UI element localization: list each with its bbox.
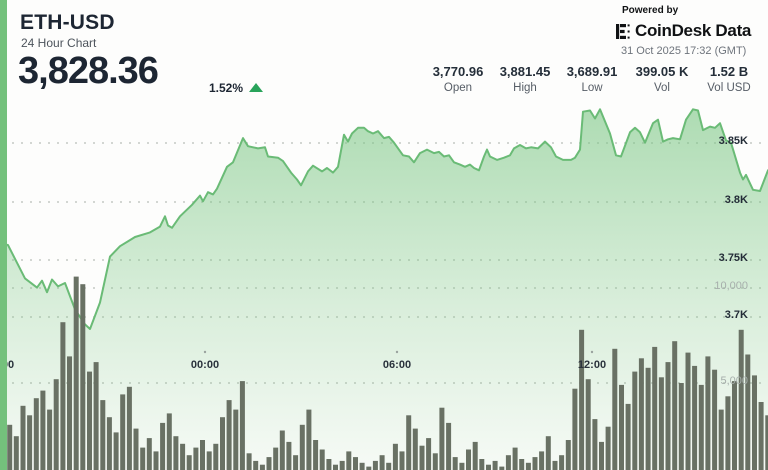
stat-low-label: Low [581, 82, 603, 94]
stat-vol-usd-label: Vol USD [707, 82, 751, 94]
stat-open-label: Open [443, 82, 473, 94]
stat-vol-usd: 1.52 B Vol USD [707, 64, 750, 94]
stat-high: 3,881.45 High [500, 64, 551, 94]
left-accent-stripe [0, 0, 7, 470]
stat-low: 3,689.91 Low [567, 64, 618, 94]
x-axis-tick-dot [395, 350, 399, 354]
chart-range-subtitle: 24 Hour Chart [21, 36, 97, 50]
brand-name: CoinDesk Data [635, 21, 752, 40]
x-axis-tick-dot [590, 350, 594, 354]
stat-vol-usd-value: 1.52 B [709, 64, 749, 79]
change-percent: 1.52% [209, 81, 244, 95]
coindesk-brand[interactable]: CoinDesk Data [616, 21, 751, 41]
stat-vol: 399.05 K Vol [636, 64, 689, 94]
stat-high-label: High [513, 82, 537, 94]
timestamp: 31 Oct 2025 17:32 (GMT) [621, 45, 747, 57]
coindesk-logo-icon [616, 23, 631, 39]
stat-open: 3,770.96 Open [433, 64, 484, 94]
stat-high-value: 3,881.45 [499, 64, 551, 79]
stat-vol-value: 399.05 K [635, 64, 689, 79]
volume-bars [0, 276, 768, 470]
price-line [0, 108, 768, 330]
price-area-fill [0, 109, 768, 470]
up-arrow-icon [249, 83, 263, 92]
last-price: 3,828.36 [18, 50, 159, 92]
x-axis-tick-dot [203, 350, 207, 354]
stat-open-value: 3,770.96 [432, 64, 484, 79]
stat-vol-label: Vol [653, 82, 670, 94]
symbol-title: ETH-USD [20, 11, 115, 34]
stat-low-value: 3,689.91 [566, 64, 618, 79]
powered-by-label: Powered by [622, 5, 679, 16]
